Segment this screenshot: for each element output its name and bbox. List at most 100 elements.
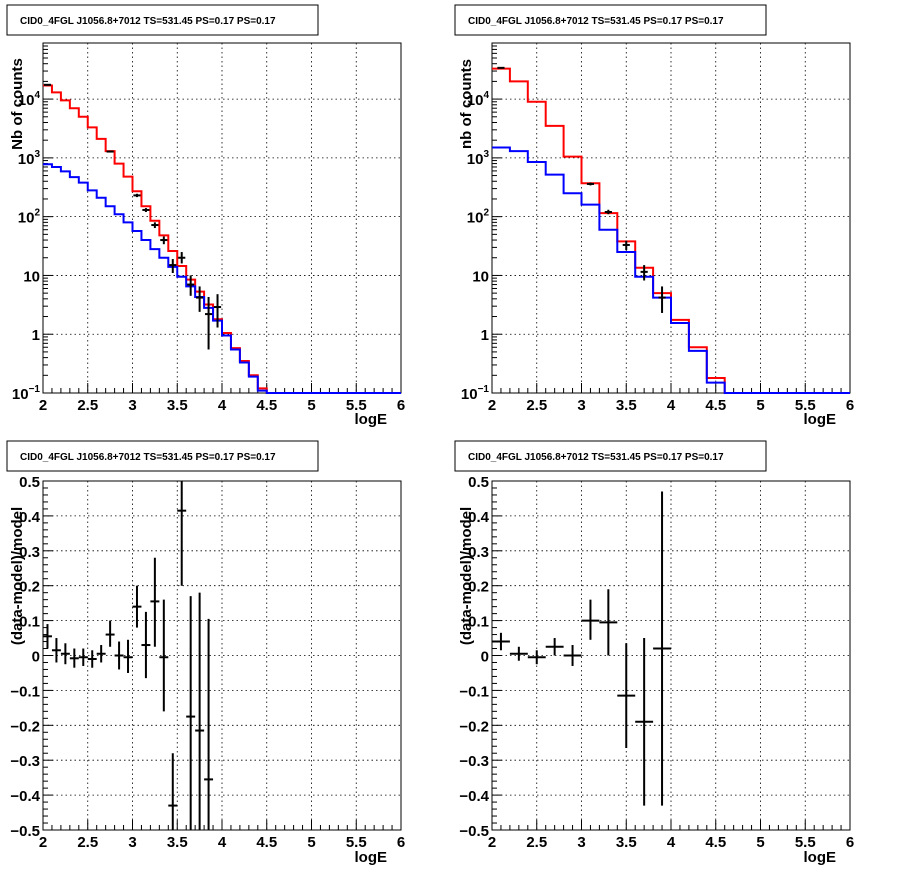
x-tick-label: 6 xyxy=(397,834,405,851)
plot-frame xyxy=(491,480,851,831)
data-point xyxy=(142,208,150,213)
title-box-counts-right: CID0_4FGL J1056.8+7012 TS=531.45 PS=0.17… xyxy=(454,4,767,36)
data-point xyxy=(622,240,630,251)
x-tick-label: 3 xyxy=(128,397,136,414)
x-tick-label: 2 xyxy=(39,834,47,851)
data-point xyxy=(168,753,178,830)
x-axis-title: logE xyxy=(804,849,837,866)
grid-lines xyxy=(492,43,850,393)
x-axis-title: logE xyxy=(355,849,388,866)
data-point xyxy=(150,557,160,647)
y-tick-label: −0.4 xyxy=(10,788,40,805)
counts-plot-right: 2 2.5 3 3.5 4 4.5 5 5.5 6 10−1 1 10 102 103 104 logE nb … xyxy=(458,42,854,428)
y-tick-label: 0.1 xyxy=(19,614,40,631)
x-tick-label: 3.5 xyxy=(616,397,637,414)
y-axis-title: (data-model)/model xyxy=(458,507,475,645)
data-point xyxy=(187,275,195,296)
x-tick-label: 4.5 xyxy=(705,834,726,851)
y-tick-label: 102 xyxy=(467,208,490,227)
data-point xyxy=(177,481,187,586)
data-point xyxy=(43,83,52,86)
y-tick-label: −0.1 xyxy=(10,683,40,700)
data-point xyxy=(492,632,510,651)
y-axis-title: (data-model)/model xyxy=(9,507,26,645)
data-point xyxy=(640,265,648,281)
y-tick-label: −0.5 xyxy=(10,823,40,840)
x-tick-label: 5.5 xyxy=(346,834,367,851)
x-axis-title: logE xyxy=(804,411,837,428)
x-tick-label: 5.5 xyxy=(795,834,816,851)
y-tick-label: 10−1 xyxy=(461,384,490,403)
residual-plot-right: 2 2.5 3 3.5 4 4.5 5 5.5 6 0.5 0.4 0.3 0.2 0.1 0 −0.1 −0.… xyxy=(458,474,854,866)
data-point xyxy=(186,596,196,830)
data-point xyxy=(635,638,654,806)
data-point xyxy=(78,648,88,666)
x-tick-label: 3.5 xyxy=(167,834,188,851)
data-point xyxy=(204,618,214,830)
y-axis-title: nb of counts xyxy=(458,59,475,149)
x-axis-title: logE xyxy=(355,411,388,428)
x-tick-label: 3 xyxy=(577,834,585,851)
data-point xyxy=(105,620,115,647)
data-point xyxy=(133,193,141,198)
y-tick-label: 0.2 xyxy=(19,579,40,596)
x-tick-label: 4.5 xyxy=(256,834,277,851)
x-tick-label: 6 xyxy=(397,397,405,414)
y-tick-label: 104 xyxy=(467,90,490,109)
title-box-residual-left: CID0_4FGL J1056.8+7012 TS=531.45 PS=0.17… xyxy=(6,440,319,472)
y-tick-label: 10 xyxy=(472,268,489,285)
data-point xyxy=(114,641,124,670)
plot-frame xyxy=(42,480,402,831)
data-point xyxy=(497,66,505,69)
y-tick-label: 104 xyxy=(18,90,41,109)
grid-lines xyxy=(43,481,401,830)
data-point xyxy=(563,645,582,666)
data-point xyxy=(213,294,222,328)
data-point xyxy=(617,643,636,748)
y-tick-label: 0.5 xyxy=(19,474,40,491)
panel-title: CID0_4FGL J1056.8+7012 TS=531.45 PS=0.17… xyxy=(468,16,724,27)
data-point xyxy=(160,236,168,245)
model-total-series xyxy=(43,84,401,394)
x-tick-label: 5.5 xyxy=(795,397,816,414)
panel-title: CID0_4FGL J1056.8+7012 TS=531.45 PS=0.17… xyxy=(20,16,276,27)
data-point xyxy=(169,259,177,274)
data-point xyxy=(204,296,213,350)
x-tick-label: 4.5 xyxy=(256,397,277,414)
x-tick-label: 2.5 xyxy=(526,397,547,414)
y-tick-label: −0.3 xyxy=(10,753,40,770)
x-tick-label: 4 xyxy=(218,834,227,851)
data-point xyxy=(178,252,186,264)
data-point xyxy=(658,286,666,313)
data-point xyxy=(599,589,618,656)
y-axis-title: Nb of counts xyxy=(9,58,26,150)
x-tick-label: 3.5 xyxy=(616,834,637,851)
counts-plot-left: 2 2.5 3 3.5 4 4.5 5 5.5 6 10−1 1 10 102 103 104 logE Nb … xyxy=(9,42,405,428)
data-point xyxy=(586,182,595,186)
y-tick-label: 0 xyxy=(481,649,489,666)
y-tick-label: 0.5 xyxy=(468,474,489,491)
y-tick-label: −0.2 xyxy=(10,718,40,735)
x-tick-label: 4 xyxy=(218,397,227,414)
y-tick-label: −0.1 xyxy=(459,683,489,700)
data-point xyxy=(106,150,114,153)
y-tick-label: 0.4 xyxy=(468,509,490,526)
data-point xyxy=(527,650,546,665)
data-point xyxy=(132,585,142,628)
y-tick-label: 10 xyxy=(23,268,40,285)
x-tick-label: 5.5 xyxy=(346,397,367,414)
x-tick-label: 4 xyxy=(667,397,676,414)
axis-ticks xyxy=(42,480,402,831)
data-point xyxy=(581,599,600,640)
data-point xyxy=(653,491,671,806)
y-tick-label: 1 xyxy=(481,327,489,344)
grid-lines xyxy=(492,481,850,830)
model-total-series xyxy=(492,67,850,394)
data-points xyxy=(43,481,214,830)
grid-lines xyxy=(43,43,401,393)
x-tick-label: 3 xyxy=(577,397,585,414)
title-box-residual-right: CID0_4FGL J1056.8+7012 TS=531.45 PS=0.17… xyxy=(454,440,767,472)
data-point xyxy=(69,648,79,668)
data-points xyxy=(497,66,666,313)
